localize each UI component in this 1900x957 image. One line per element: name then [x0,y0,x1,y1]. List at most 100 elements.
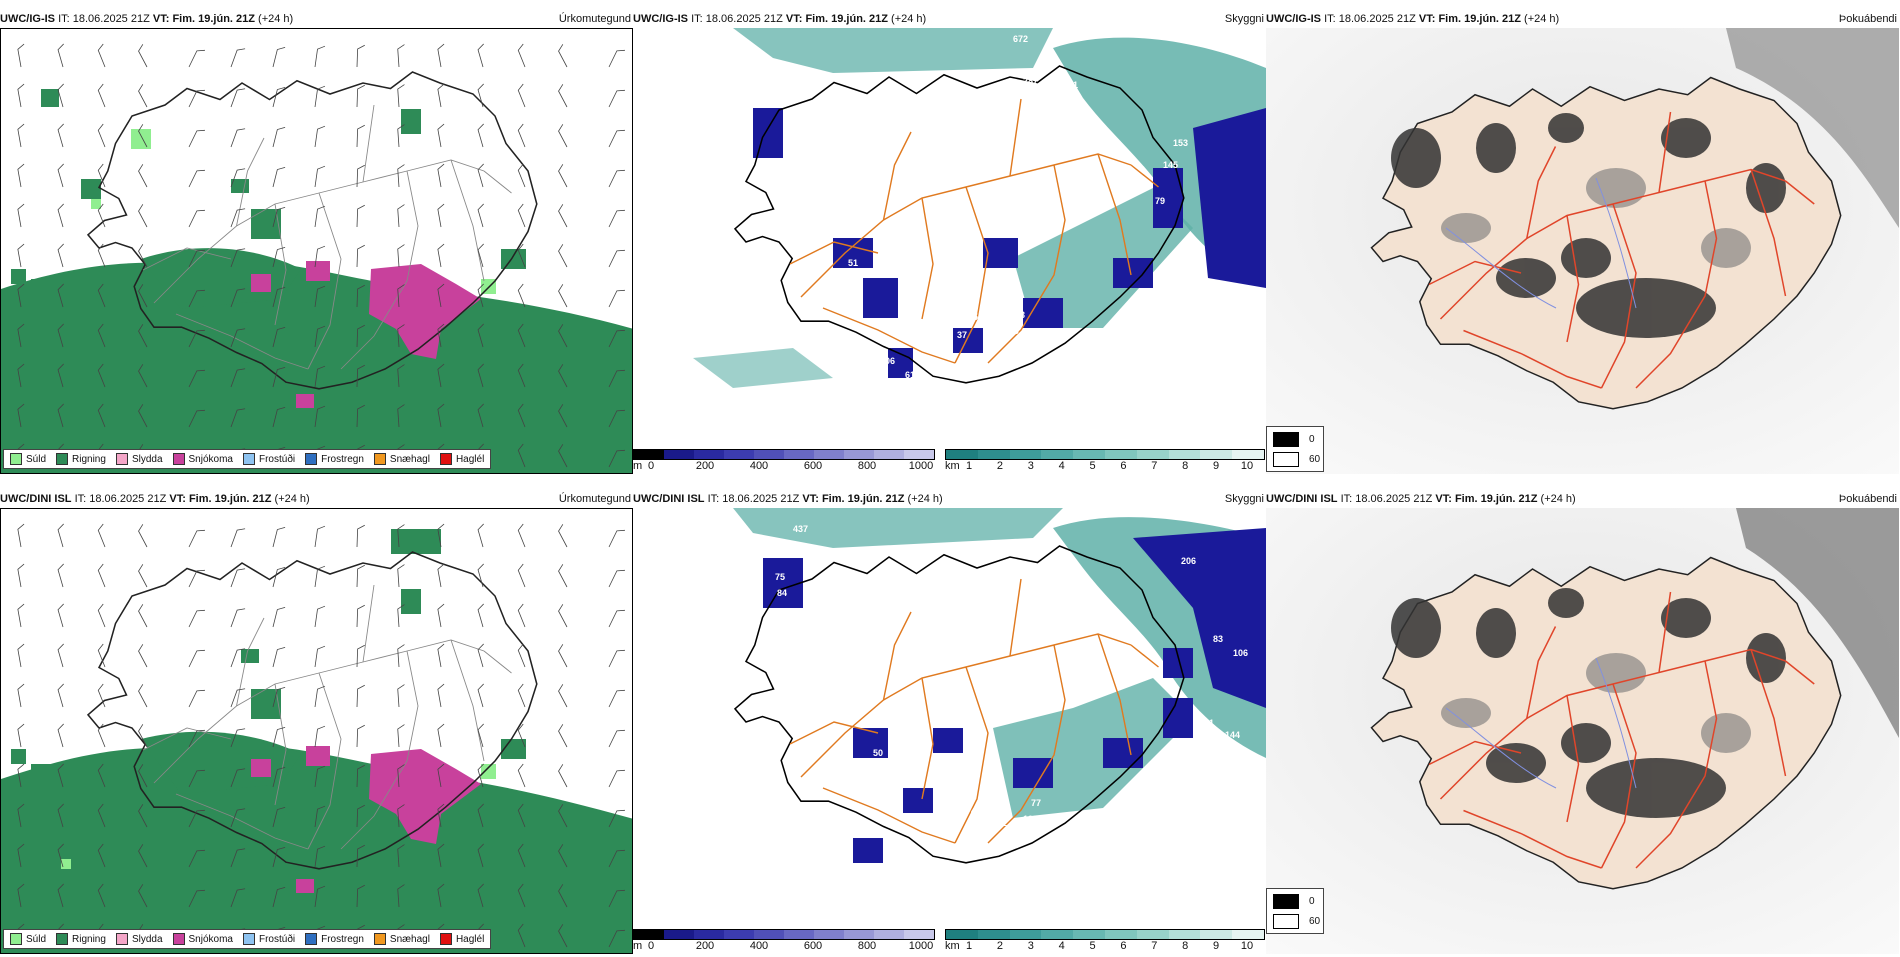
visibility-m-colorbar [633,449,935,460]
colorbar-tick: 1000 [908,940,934,952]
wind-barb [477,643,484,668]
wind-barb [97,683,106,708]
panel-visibility-top: UWC/IG-IS IT: 18.06.2025 21Z VT: Fim. 19… [633,12,1266,477]
fog-legend-item: 0 [1273,432,1315,447]
wind-barb [138,204,148,228]
wind-barb [397,204,405,228]
wind-barb [138,724,148,748]
wind-barb [517,603,526,628]
wind-barb [188,169,205,188]
colorbar-swatch [1232,450,1264,459]
wind-barb [397,724,405,748]
legend-item: Snæhagl [373,453,430,465]
legend-item: Súld [10,453,46,465]
wind-barb [558,444,568,468]
wind-barb [558,724,568,748]
wind-barb [57,563,64,588]
visibility-value-label: 82 [997,818,1007,828]
wind-barb [437,203,445,228]
km-tick-labels: 1 2 3 4 5 6 7 8 9 10 [945,940,1263,954]
wind-barb [558,564,568,588]
wind-barb [230,128,246,148]
wind-barb [437,603,445,628]
legend-label: Snjókoma [188,933,233,945]
visibility-value-label: 60 [817,288,827,298]
legend-label: Snæhagl [389,453,430,465]
panel-header: UWC/DINI ISL IT: 18.06.2025 21Z VT: Fim.… [1266,492,1899,507]
wind-barb [517,883,526,908]
wind-barb [188,849,205,868]
legend-swatch [439,453,452,465]
wind-barb [17,843,25,868]
wind-barb [230,888,246,908]
vt-label: VT: [152,13,170,25]
wind-barb [558,204,568,228]
wind-barb [517,683,526,708]
m-unit: m [633,460,643,472]
colorbar-swatch [724,930,754,939]
wind-barb [477,803,484,828]
wind-barb [558,644,568,668]
wind-barb [188,809,205,828]
wind-barb [356,284,365,308]
legend-item: Snæhagl [373,933,430,945]
lead-time: (+24 h) [891,13,927,25]
wind-barb [188,49,205,68]
wind-barb [138,244,148,268]
colorbar-swatch [754,450,784,459]
wind-barb [356,524,365,548]
colorbar-tick: 10 [1240,460,1254,472]
wind-barb [138,284,148,308]
panel-fog-top: UWC/IG-IS IT: 18.06.2025 21Z VT: Fim. 19… [1266,12,1899,477]
colorbar-swatch [664,930,694,939]
legend-label: Frostregn [321,453,364,465]
wind-barb [437,643,445,668]
visibility-km-colorbar [945,449,1265,460]
it-label: IT: [691,13,703,25]
wind-barb [272,686,286,708]
fog-legend-swatch [1273,432,1299,447]
wind-barb [272,286,286,308]
wind-barb [17,283,25,308]
param-name: Úrkomutegund [558,13,631,25]
wind-barb [437,363,445,388]
visibility-value-label: 06 [885,356,895,366]
panel-header: UWC/IG-IS IT: 18.06.2025 21Z VT: Fim. 19… [633,12,1266,27]
wind-barb [314,805,326,828]
wind-barb [272,606,286,628]
fog-legend-label: 0 [1309,896,1315,907]
visibility-value-label: 106 [873,238,888,248]
wind-barb [188,409,205,428]
colorbar-tick: 1 [965,940,973,952]
panel-header: UWC/DINI ISL IT: 18.06.2025 21Z VT: Fim.… [0,492,633,507]
wind-barb [272,886,286,908]
legend-item: Frostregn [305,933,364,945]
wind-barb [356,364,365,388]
wind-barb [138,884,148,908]
wind-barb [608,889,625,908]
wind-barb [477,243,484,268]
km-unit: km [945,460,960,472]
wind-barb [558,404,568,428]
colorbar-tick: 7 [1151,940,1158,952]
wind-barb [188,129,205,148]
wind-barb [272,246,286,268]
visibility-value-label: 46 [833,848,843,858]
lead-time: (+24 h) [1540,493,1576,505]
wind-barb [437,283,445,308]
wind-barb [356,164,365,188]
colorbar-swatch [1168,450,1201,459]
wind-barb [314,845,326,868]
fog-legend-label: 60 [1309,454,1321,465]
wind-barb [477,563,484,588]
colorbar-swatch [904,930,934,939]
lead-time: (+24 h) [274,493,310,505]
legend-label: Slydda [131,933,163,945]
wind-barb [57,203,64,228]
wind-barb [517,283,526,308]
wind-barb [314,45,326,68]
visibility-value-label: 69 [731,142,741,152]
wind-barb [558,164,568,188]
visibility-value-label: 83 [1213,634,1223,644]
visibility-value-label: 84 [777,588,787,598]
